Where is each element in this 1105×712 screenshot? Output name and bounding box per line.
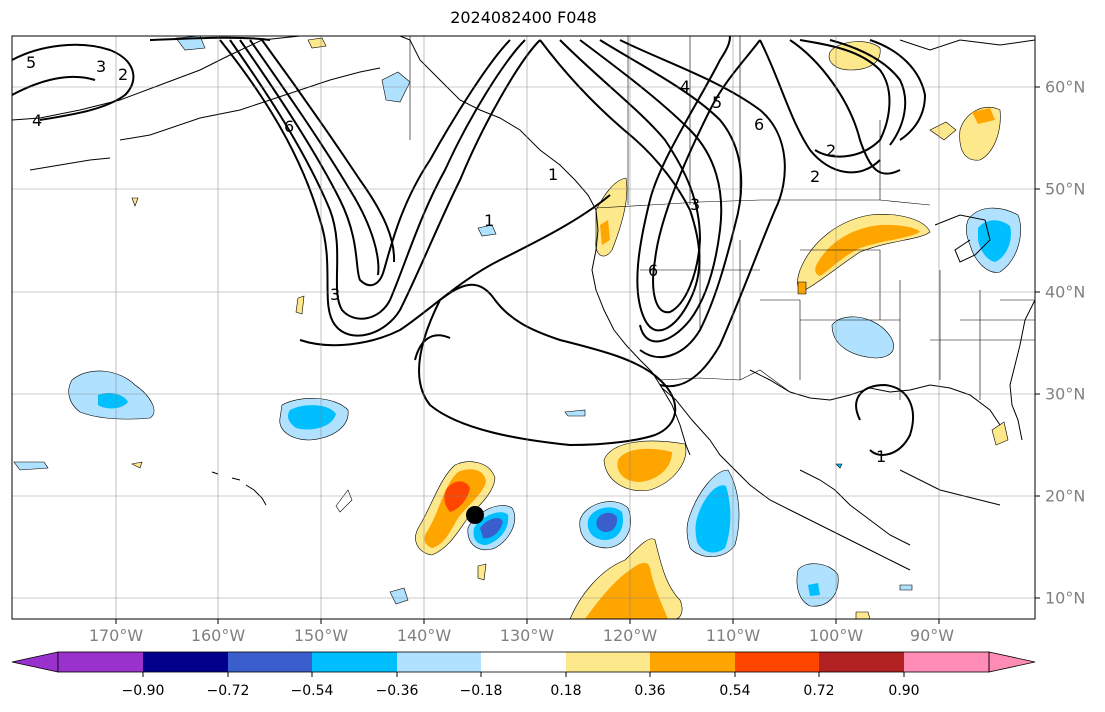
lon-label: 90°W <box>909 626 955 645</box>
border-layer <box>409 36 1035 400</box>
lon-label: 110°W <box>705 626 761 645</box>
colorbar-tick-label: −0.18 <box>459 683 503 699</box>
lat-label: 40°N <box>1045 282 1086 302</box>
contour-label-layer: 5 3 2 4 6 3 1 4 5 6 2 2 1 1 6 3 <box>26 53 886 466</box>
contour-label: 1 <box>484 211 494 230</box>
lon-label: 130°W <box>499 626 555 645</box>
contour-label: 2 <box>118 65 128 84</box>
colorbar-segment <box>819 652 904 672</box>
contour-label: 6 <box>284 117 294 136</box>
lon-label: 170°W <box>88 626 144 645</box>
anomaly-fill-layer <box>13 36 1021 619</box>
contour-label: 4 <box>32 111 42 130</box>
contour-label: 4 <box>680 77 690 96</box>
contour-label: 3 <box>690 195 700 214</box>
colorbar-tick-label: −0.36 <box>375 683 419 699</box>
contour-label: 5 <box>26 53 36 72</box>
lat-label: 10°N <box>1045 588 1086 608</box>
gridline-layer <box>12 36 1035 619</box>
colorbar-segment <box>904 652 989 672</box>
lon-label: 120°W <box>602 626 658 645</box>
contour-label: 3 <box>96 57 106 76</box>
colorbar-tick-label: −0.90 <box>121 683 165 699</box>
contour-label: 2 <box>826 141 836 160</box>
contour-label: 5 <box>712 93 722 112</box>
colorbar-segment <box>397 652 481 672</box>
colorbar-min-extension <box>11 651 59 673</box>
colorbar-segment <box>650 652 735 672</box>
axis-ticks <box>115 86 1040 624</box>
colorbar-segment <box>228 652 312 672</box>
colorbar-tick-label: −0.54 <box>290 683 334 699</box>
colorbar-tick-label: 0.54 <box>719 683 751 699</box>
lon-label: 100°W <box>808 626 864 645</box>
colorbar-tick-label: 0.90 <box>888 683 920 699</box>
colorbar <box>11 651 1036 677</box>
lon-label: 150°W <box>293 626 349 645</box>
lon-label: 160°W <box>190 626 246 645</box>
colorbar-tick-label: 0.18 <box>550 683 582 699</box>
lat-label: 60°N <box>1045 77 1086 97</box>
lat-label: 20°N <box>1045 486 1086 506</box>
colorbar-segment <box>566 652 650 672</box>
colorbar-segment <box>481 652 566 672</box>
lat-label: 50°N <box>1045 179 1086 199</box>
contour-label: 2 <box>810 167 820 186</box>
colorbar-segment <box>735 652 819 672</box>
colorbar-segment <box>143 652 228 672</box>
map-title: 2024082400 F048 <box>450 8 597 27</box>
contour-label: 1 <box>876 447 886 466</box>
contour-label: 3 <box>330 285 340 304</box>
contour-layer <box>12 36 927 456</box>
colorbar-tick-label: −0.72 <box>206 683 250 699</box>
colorbar-tick-label: 0.72 <box>803 683 835 699</box>
contour-label: 6 <box>754 115 764 134</box>
contour-label: 6 <box>648 261 658 280</box>
lat-label: 30°N <box>1045 384 1086 404</box>
colorbar-segment <box>312 652 397 672</box>
colorbar-segment <box>58 652 143 672</box>
lon-label: 140°W <box>396 626 452 645</box>
map-frame <box>11 35 1036 620</box>
colorbar-tick-label: 0.36 <box>634 683 666 699</box>
colorbar-max-extension <box>988 651 1036 673</box>
contour-label: 1 <box>548 165 558 184</box>
storm-center-marker <box>466 506 484 524</box>
